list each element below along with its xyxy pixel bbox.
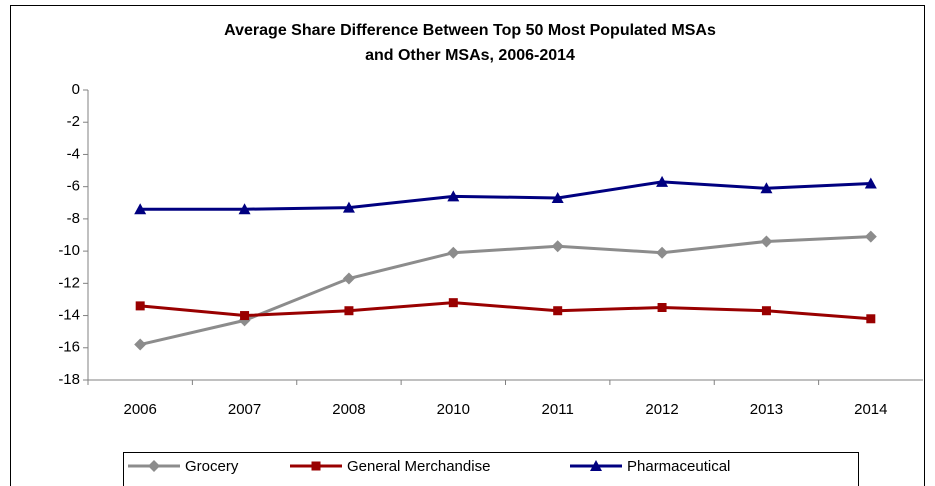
marker: [551, 240, 564, 253]
y-tick-label: -10: [58, 242, 80, 259]
chart-title: Average Share Difference Between Top 50 …: [224, 22, 716, 39]
series-line: [140, 301, 871, 321]
marker: [864, 177, 877, 189]
x-tick-label: 2011: [542, 401, 574, 418]
marker: [238, 203, 251, 215]
marker: [864, 230, 877, 243]
chart-frame: [10, 5, 925, 486]
marker: [344, 306, 354, 316]
marker: [134, 338, 147, 351]
marker: [761, 306, 771, 316]
marker: [135, 301, 145, 311]
y-tick-label: -12: [58, 274, 80, 291]
x-tick-label: 2007: [228, 401, 261, 418]
y-tick-label: -4: [67, 145, 80, 162]
y-tick-label: -2: [67, 113, 80, 130]
marker: [760, 235, 773, 248]
marker: [447, 190, 460, 202]
x-tick-label: 2013: [750, 401, 783, 418]
x-tick-label: 2008: [332, 401, 365, 418]
marker: [553, 306, 563, 316]
y-tick-label: 0: [72, 81, 80, 98]
legend-frame: [123, 452, 859, 486]
marker: [590, 460, 602, 471]
y-tick-label: -18: [58, 371, 80, 388]
marker: [311, 461, 321, 471]
x-tick-label: 2014: [854, 401, 887, 418]
marker: [148, 460, 160, 472]
marker: [866, 314, 876, 324]
marker: [447, 246, 460, 259]
marker: [240, 311, 250, 321]
marker: [657, 303, 667, 312]
y-tick-label: -14: [58, 307, 80, 324]
marker: [448, 298, 458, 308]
marker: [134, 203, 147, 215]
y-tick-label: -8: [67, 210, 80, 227]
legend-label: Pharmaceutical: [627, 458, 730, 475]
marker: [342, 201, 355, 213]
y-tick-label: -16: [58, 339, 80, 356]
marker: [342, 272, 355, 285]
x-tick-label: 2012: [645, 401, 678, 418]
marker: [656, 175, 669, 187]
x-tick-label: 2006: [124, 401, 157, 418]
marker: [551, 191, 564, 203]
series-line: [140, 180, 871, 211]
marker: [760, 182, 773, 194]
x-tick-label: 2010: [437, 401, 470, 418]
chart-title: and Other MSAs, 2006-2014: [365, 47, 575, 64]
legend-label: General Merchandise: [347, 458, 490, 475]
marker: [656, 246, 669, 259]
legend-label: Grocery: [185, 458, 239, 475]
y-tick-label: -6: [67, 178, 80, 195]
